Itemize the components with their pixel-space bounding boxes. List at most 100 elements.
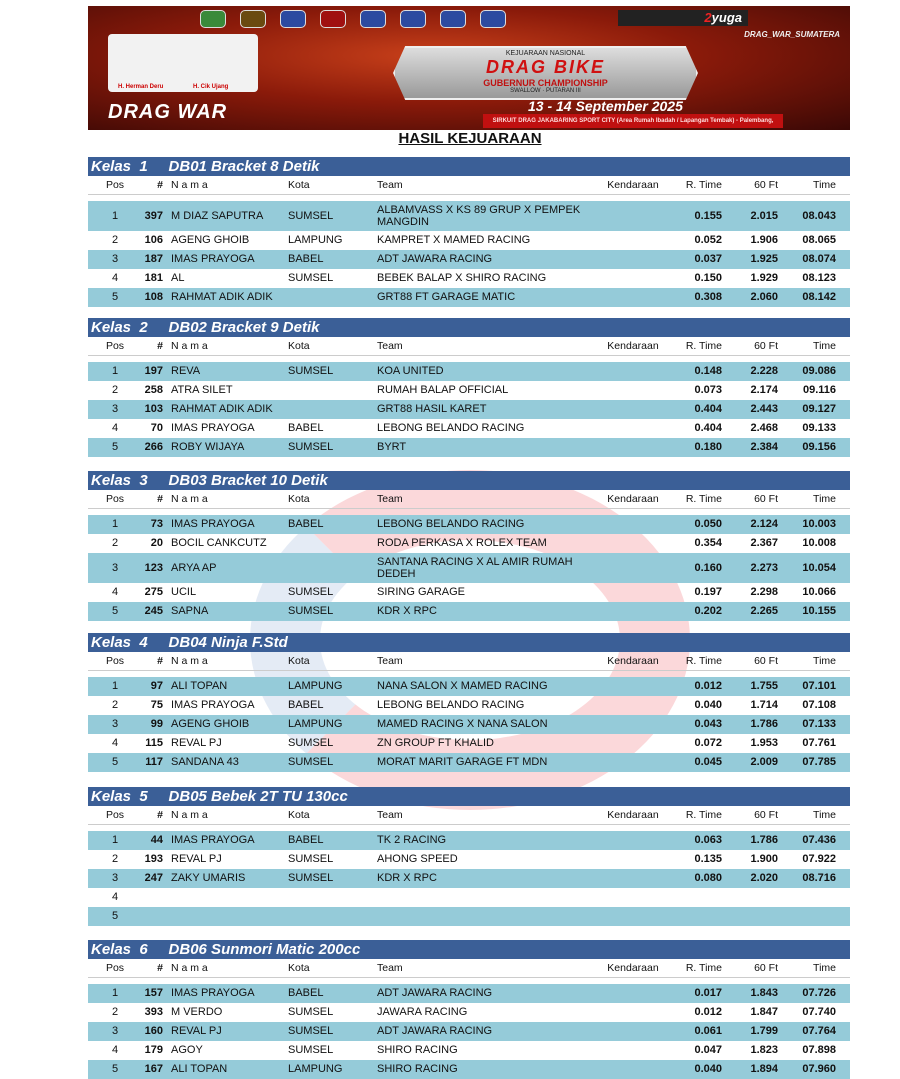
table-row: 1 97 ALI TOPAN LAMPUNG NANA SALON X MAMED RA… bbox=[88, 677, 850, 696]
table-header-row: Pos # N a m a Kota Team Kendaraan R. Time 60 Ft… bbox=[88, 337, 850, 356]
cell-rt: 0.180 bbox=[694, 441, 722, 453]
column-header-pos: Pos bbox=[105, 962, 125, 974]
cell-rt: 0.040 bbox=[694, 699, 722, 711]
column-header-nama: N a m a bbox=[171, 655, 208, 667]
column-header-team: Team bbox=[377, 962, 403, 974]
table-row: 3 99 AGENG GHOIB LAMPUNG MAMED RACING X NANA… bbox=[88, 715, 850, 734]
cell-rt: 0.197 bbox=[694, 586, 722, 598]
table-row: 2 258 ATRA SILET RUMAH BALAP OFFICIAL 0.073 2… bbox=[88, 381, 850, 400]
cell-kota: BABEL bbox=[288, 518, 324, 530]
cell-ft: 2.298 bbox=[750, 586, 778, 598]
cell-tm: 07.960 bbox=[802, 1063, 836, 1075]
table-row: 4 115 REVAL PJ SUMSEL ZN GROUP FT KHALID 0.07… bbox=[88, 734, 850, 753]
cell-rt: 0.160 bbox=[694, 562, 722, 574]
cell-team: MAMED RACING X NANA SALON bbox=[377, 718, 548, 730]
cell-nama: AGENG GHOIB bbox=[171, 234, 250, 246]
sponsor-logos bbox=[200, 10, 506, 28]
cell-kota: SUMSEL bbox=[288, 737, 334, 749]
cell-nama: AGOY bbox=[171, 1044, 203, 1056]
cell-tm: 07.133 bbox=[802, 718, 836, 730]
class-results-table: Kelas 4 DB04 Ninja F.Std Pos # N a m a Kota T… bbox=[88, 633, 850, 772]
column-header-kota: Kota bbox=[288, 179, 310, 191]
column-header-ft: 60 Ft bbox=[754, 340, 778, 352]
cell-num: 160 bbox=[144, 1025, 163, 1037]
cell-tm: 07.726 bbox=[802, 987, 836, 999]
cell-rt: 0.155 bbox=[694, 210, 722, 222]
column-header-nama: N a m a bbox=[171, 493, 208, 505]
column-header-team: Team bbox=[377, 179, 403, 191]
page-title: HASIL KEJUARAAN bbox=[398, 130, 542, 147]
cell-rt: 0.404 bbox=[694, 422, 722, 434]
column-header-team: Team bbox=[377, 809, 403, 821]
cell-ft: 1.786 bbox=[750, 718, 778, 730]
table-row: 2 393 M VERDO SUMSEL JAWARA RACING 0.012 1.847… bbox=[88, 1003, 850, 1022]
column-header-team: Team bbox=[377, 340, 403, 352]
cell-num: 99 bbox=[150, 718, 163, 730]
cell-nama: AGENG GHOIB bbox=[171, 718, 250, 730]
cell-ft: 2.367 bbox=[750, 537, 778, 549]
cell-tm: 10.054 bbox=[802, 562, 836, 574]
cell-pos: 4 bbox=[111, 891, 119, 903]
column-header-ft: 60 Ft bbox=[754, 962, 778, 974]
cell-nama: IMAS PRAYOGA bbox=[171, 518, 255, 530]
table-header-row: Pos # N a m a Kota Team Kendaraan R. Time 60 Ft… bbox=[88, 959, 850, 978]
table-row: 4 179 AGOY SUMSEL SHIRO RACING 0.047 1.823 07.8… bbox=[88, 1041, 850, 1060]
class-results-table: Kelas 1 DB01 Bracket 8 Detik Pos # N a m a K… bbox=[88, 157, 850, 307]
cell-nama: ATRA SILET bbox=[171, 384, 233, 396]
official-name: H. Cik Ujang bbox=[193, 84, 229, 90]
cell-rt: 0.052 bbox=[694, 234, 722, 246]
column-header-num: # bbox=[157, 809, 163, 821]
cell-nama: REVAL PJ bbox=[171, 853, 222, 865]
cell-kota: LAMPUNG bbox=[288, 234, 343, 246]
cell-team: ADT JAWARA RACING bbox=[377, 987, 493, 999]
cell-pos: 2 bbox=[111, 384, 119, 396]
cell-tm: 09.116 bbox=[802, 384, 836, 396]
cell-pos: 5 bbox=[111, 441, 119, 453]
cell-tm: 09.127 bbox=[802, 403, 836, 415]
class-header: Kelas 3 DB03 Bracket 10 Detik bbox=[88, 471, 850, 490]
cell-ft: 2.009 bbox=[750, 756, 778, 768]
column-header-ft: 60 Ft bbox=[754, 655, 778, 667]
cell-ft: 1.799 bbox=[750, 1025, 778, 1037]
cell-kota: LAMPUNG bbox=[288, 1063, 343, 1075]
cell-rt: 0.061 bbox=[694, 1025, 722, 1037]
cell-tm: 07.101 bbox=[802, 680, 836, 692]
column-header-tm: Time bbox=[813, 809, 836, 821]
cell-tm: 08.074 bbox=[802, 253, 836, 265]
column-header-ft: 60 Ft bbox=[754, 179, 778, 191]
cell-pos: 2 bbox=[111, 853, 119, 865]
cell-num: 20 bbox=[150, 537, 163, 549]
column-header-team: Team bbox=[377, 493, 403, 505]
cell-team: SANTANA RACING X AL AMIR RUMAH DEDEH bbox=[377, 556, 573, 580]
cell-kota: SUMSEL bbox=[288, 853, 334, 865]
class-header: Kelas 2 DB02 Bracket 9 Detik bbox=[88, 318, 850, 337]
cell-ft: 1.755 bbox=[750, 680, 778, 692]
column-header-num: # bbox=[157, 962, 163, 974]
column-header-nama: N a m a bbox=[171, 962, 208, 974]
cell-team: KDR X RPC bbox=[377, 872, 437, 884]
cell-nama: IMAS PRAYOGA bbox=[171, 987, 255, 999]
column-header-tm: Time bbox=[813, 655, 836, 667]
cell-pos: 3 bbox=[111, 1025, 119, 1037]
cell-kota: SUMSEL bbox=[288, 210, 334, 222]
cell-pos: 1 bbox=[111, 987, 119, 999]
cell-tm: 09.133 bbox=[802, 422, 836, 434]
cell-ft: 2.384 bbox=[750, 441, 778, 453]
cell-team: KAMPRET X MAMED RACING bbox=[377, 234, 531, 246]
cell-pos: 5 bbox=[111, 605, 119, 617]
cell-pos: 2 bbox=[111, 699, 119, 711]
cell-num: 247 bbox=[144, 872, 163, 884]
event-name: DRAG BIKE bbox=[485, 57, 605, 77]
cell-num: 115 bbox=[145, 737, 163, 749]
column-header-kend: Kendaraan bbox=[607, 179, 659, 191]
column-header-kend: Kendaraan bbox=[607, 655, 659, 667]
cell-num: 117 bbox=[145, 756, 163, 768]
cell-team: SHIRO RACING bbox=[377, 1044, 458, 1056]
cell-ft: 1.823 bbox=[750, 1044, 778, 1056]
cell-num: 123 bbox=[144, 562, 163, 574]
cell-rt: 0.072 bbox=[694, 737, 722, 749]
cell-num: 157 bbox=[144, 987, 163, 999]
column-header-tm: Time bbox=[813, 340, 836, 352]
cell-pos: 1 bbox=[111, 365, 119, 377]
table-row: 1 44 IMAS PRAYOGA BABEL TK 2 RACING 0.063 1.78… bbox=[88, 831, 850, 850]
